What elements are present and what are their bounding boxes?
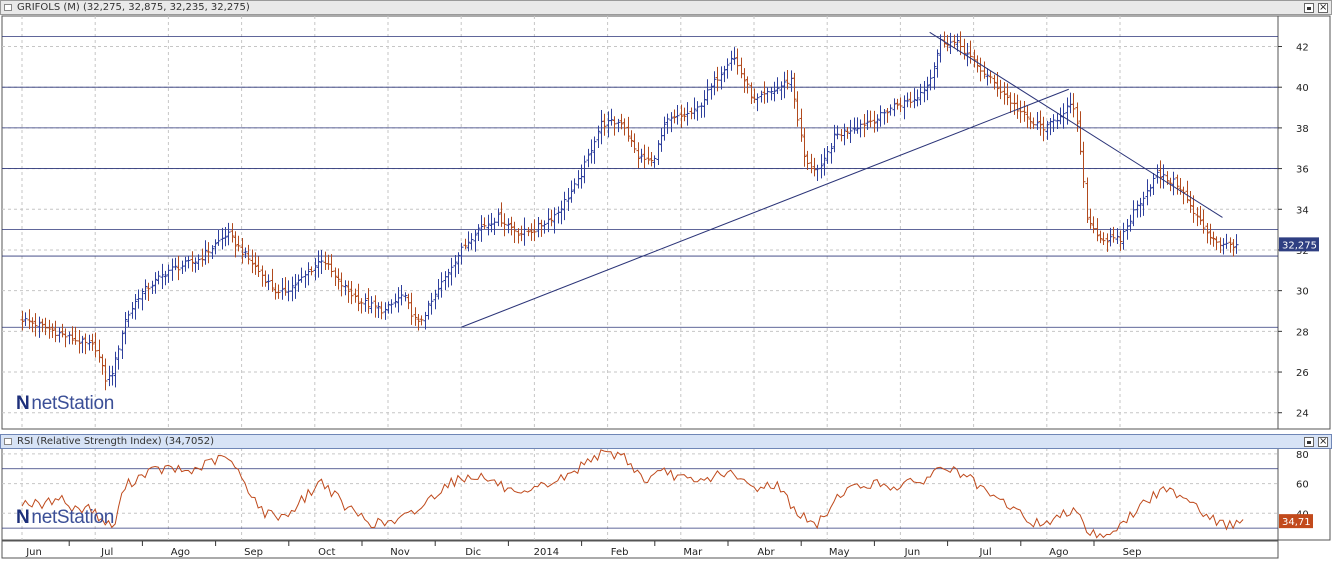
rsi-panel-titlebar[interactable]: RSI (Relative Strength Index) (34,7052) [0, 434, 1332, 449]
y-tick-label: 40 [1296, 83, 1309, 94]
rsi-last-tag [1279, 514, 1313, 529]
last-price-tag [1279, 237, 1319, 252]
rsi-last-label: 34,71 [1282, 517, 1311, 528]
x-tick-label: Ago [1049, 547, 1068, 558]
y-tick-label: 30 [1296, 287, 1309, 298]
y-tick-label: 34 [1296, 205, 1309, 216]
x-tick-label: Dic [465, 547, 481, 558]
y-tick-label: 36 [1296, 165, 1309, 176]
panel-icon [4, 4, 12, 11]
rsi-line [21, 449, 1244, 539]
price-panel-titlebar[interactable]: GRIFOLS (M) (32,275, 32,875, 32,235, 32,… [0, 0, 1332, 15]
maximize-icon[interactable] [1304, 3, 1314, 13]
last-price-label: 32,275 [1282, 240, 1317, 251]
netstation-logo-text: netStation [31, 393, 114, 414]
x-tick-label: Jun [904, 547, 921, 558]
trendline [929, 31, 1223, 218]
trendline [461, 88, 1069, 328]
x-tick-label: Nov [390, 547, 410, 558]
x-tick-label: Jul [100, 547, 113, 558]
x-tick-label: Jul [979, 547, 992, 558]
x-tick-label: Mar [683, 547, 703, 558]
x-tick-label: Ago [171, 547, 190, 558]
rsi-y-tick-label: 60 [1296, 480, 1309, 491]
y-tick-label: 24 [1296, 409, 1309, 420]
x-tick-label: Abr [757, 547, 775, 558]
x-tick-label: May [829, 547, 850, 558]
panel-icon [4, 438, 12, 445]
x-tick-label: Oct [318, 547, 335, 558]
x-tick-label: 2014 [534, 547, 559, 558]
price-plot-area [1, 15, 1279, 430]
close-icon[interactable] [1318, 1, 1328, 14]
y-tick-label: 26 [1296, 368, 1309, 379]
netstation-logo-icon: N [16, 507, 30, 528]
rsi-plot-area [1, 447, 1279, 541]
netstation-logo-icon: N [16, 393, 30, 414]
x-tick-label: Sep [1123, 547, 1142, 558]
y-tick-label: 38 [1296, 124, 1309, 135]
y-tick-label: 42 [1296, 43, 1309, 54]
rsi-y-tick-label: 80 [1296, 450, 1309, 461]
price-bars [20, 31, 1239, 391]
price-scale [1277, 15, 1331, 430]
x-tick-label: Sep [244, 547, 263, 558]
price-panel-title: GRIFOLS (M) (32,275, 32,875, 32,235, 32,… [17, 2, 250, 13]
time-axis [1, 540, 1279, 559]
netstation-logo-text: netStation [31, 507, 114, 528]
x-tick-label: Feb [611, 547, 629, 558]
y-tick-label: 28 [1296, 327, 1309, 338]
rsi-panel-title: RSI (Relative Strength Index) (34,7052) [17, 436, 215, 447]
close-icon[interactable] [1318, 435, 1328, 448]
maximize-icon[interactable] [1304, 437, 1314, 447]
x-tick-label: Jun [25, 547, 42, 558]
y-tick-label: 32 [1296, 246, 1309, 257]
